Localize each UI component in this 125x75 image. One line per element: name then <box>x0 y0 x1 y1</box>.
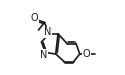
Text: N: N <box>44 27 51 37</box>
Text: O: O <box>83 49 90 59</box>
Text: N: N <box>40 50 48 60</box>
Text: O: O <box>31 13 38 23</box>
